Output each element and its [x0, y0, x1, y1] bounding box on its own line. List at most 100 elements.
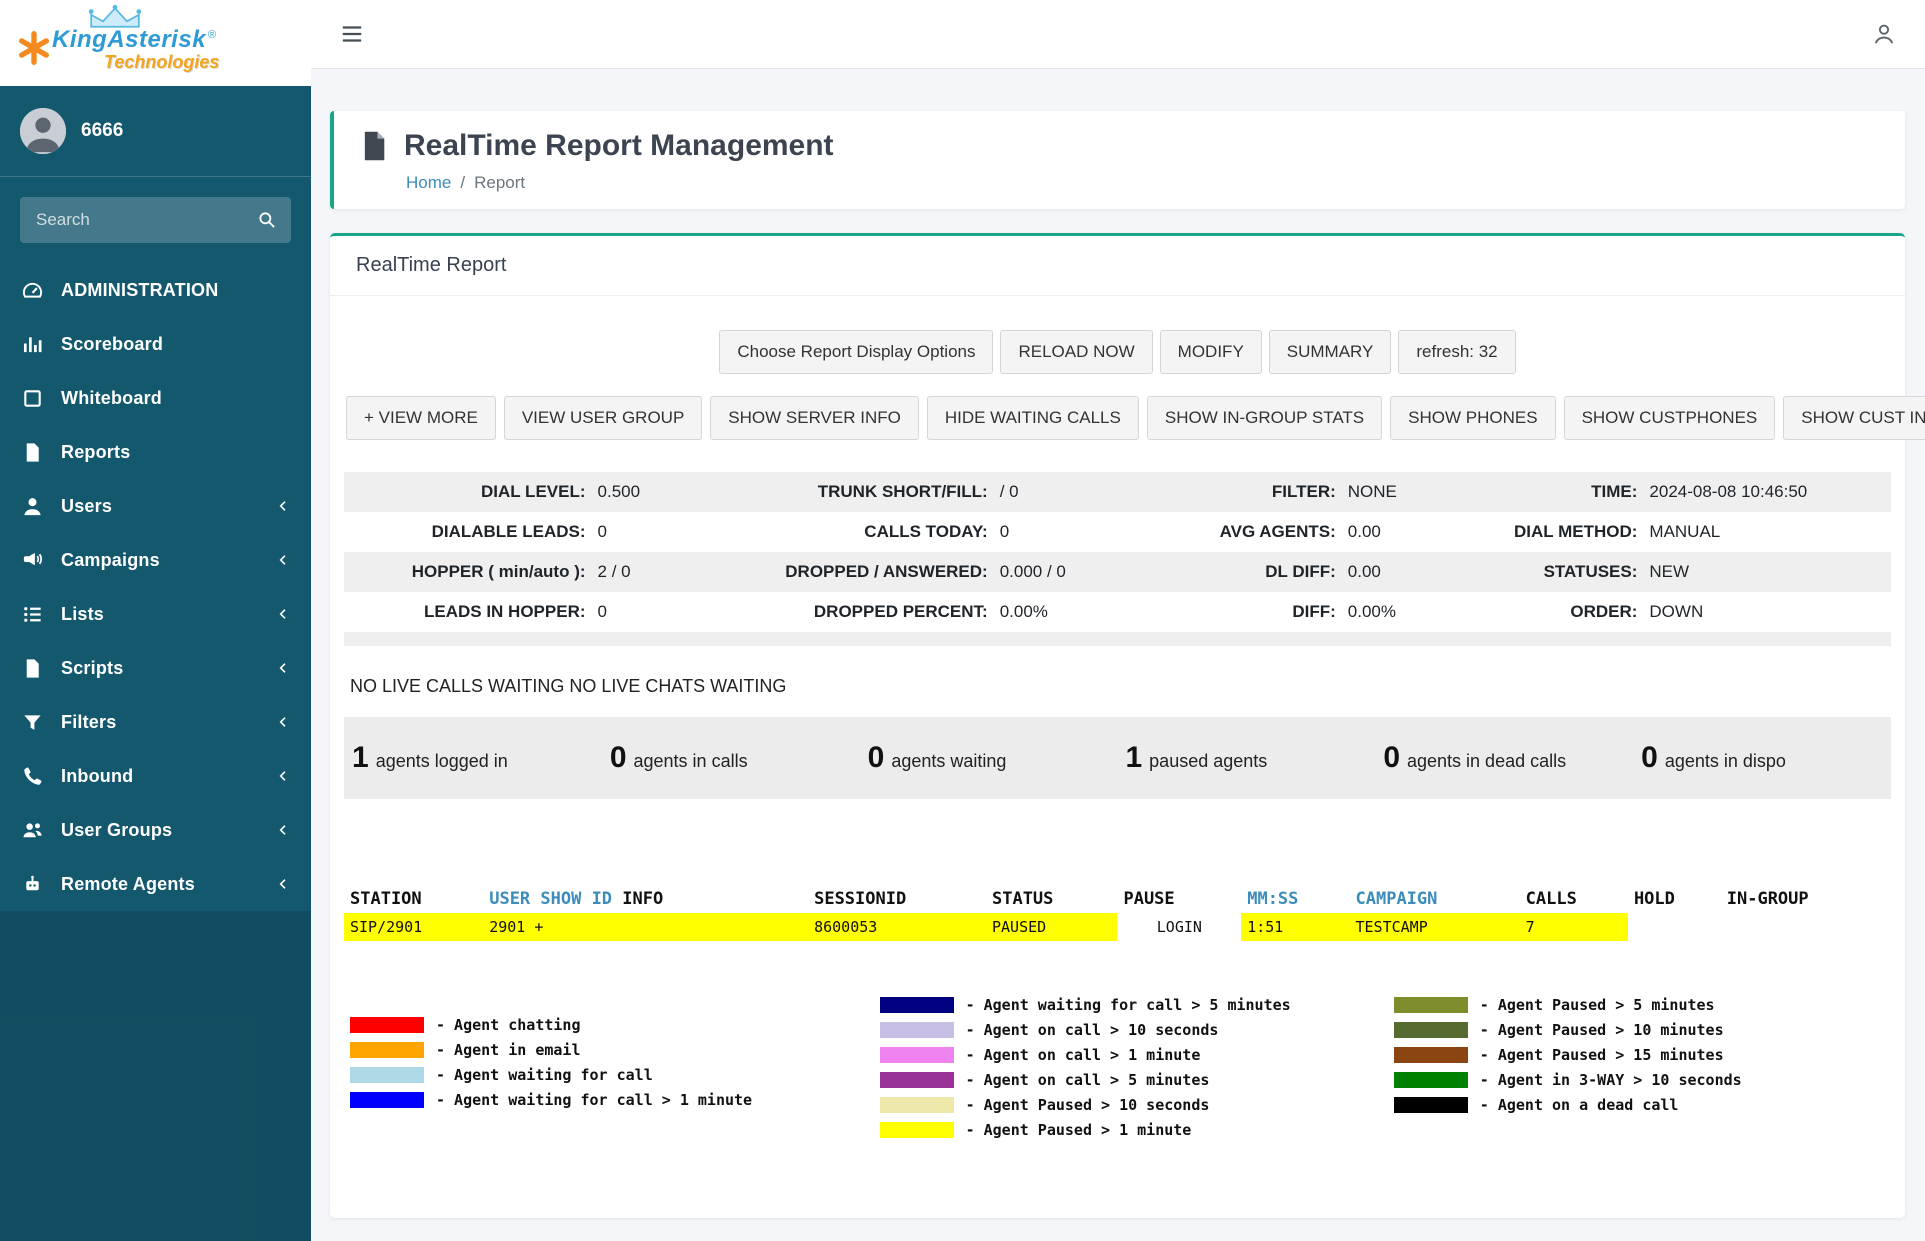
brand-registered-mark: ® — [208, 29, 217, 41]
sidebar-item-campaigns[interactable]: Campaigns — [0, 533, 311, 587]
report-actions: Choose Report Display Options RELOAD NOW… — [344, 330, 1891, 374]
summary-agents-in-dead-calls: 0 agents in dead calls — [1383, 741, 1567, 774]
mmss-sort-link[interactable]: MM:SS — [1247, 889, 1299, 909]
person-icon — [1874, 24, 1894, 44]
modify-button[interactable]: MODIFY — [1159, 330, 1262, 374]
summary-paused-agents: 1 paused agents — [1125, 741, 1268, 774]
search-input[interactable] — [20, 197, 291, 243]
table-row: LEADS IN HOPPER: 0 DROPPED PERCENT: 0.00% … — [423, 602, 1704, 621]
view-user-group-button[interactable]: VIEW USER GROUP — [503, 396, 703, 440]
campaign-sort-link[interactable]: CAMPAIGN — [1355, 889, 1438, 909]
breadcrumb-home-link[interactable]: Home — [406, 173, 452, 192]
hide-waiting-calls-button[interactable]: HIDE WAITING CALLS — [926, 396, 1139, 440]
report-card: RealTime Report Choose Report Display Op… — [330, 233, 1925, 1218]
col-sessionid: SESSIONID — [814, 889, 907, 909]
sidebar-item-remote-agents[interactable]: Remote Agents — [0, 857, 311, 911]
color-swatch — [1393, 1097, 1468, 1113]
chevron-left-icon — [275, 714, 291, 730]
sidebar-item-whiteboard[interactable]: Whiteboard — [0, 371, 311, 425]
sidebar-item-administration[interactable]: ADMINISTRATION — [0, 263, 311, 317]
agent-pause: LOGIN — [1156, 918, 1202, 936]
table-row: DIALABLE LEADS: 0 CALLS TODAY: 0 AVG AGENT… — [431, 522, 1721, 541]
color-swatch — [350, 1092, 424, 1108]
tachometer-icon — [20, 279, 44, 302]
col-status: STATUS — [991, 889, 1054, 909]
user-icon — [20, 495, 44, 518]
summary-agents-waiting: 0 agents waiting — [867, 741, 1007, 774]
breadcrumb-current: Report — [474, 173, 526, 192]
show-custphones-button[interactable]: SHOW CUSTPHONES — [1563, 396, 1776, 440]
chevron-left-icon — [275, 876, 291, 892]
summary-button[interactable]: SUMMARY — [1268, 330, 1392, 374]
show-server-info-button[interactable]: SHOW SERVER INFO — [710, 396, 919, 440]
col-calls: CALLS — [1525, 889, 1577, 909]
sidebar-item-inbound[interactable]: Inbound — [0, 749, 311, 803]
filter-icon — [20, 711, 44, 734]
users-icon — [20, 819, 44, 842]
color-swatch — [1393, 1072, 1468, 1088]
sidebar-item-users[interactable]: Users — [0, 479, 311, 533]
breadcrumb-separator: / — [460, 173, 466, 192]
sidebar-item-reports[interactable]: Reports — [0, 425, 311, 479]
legend-item: - Agent waiting for call > 5 minutes — [879, 995, 1394, 1015]
col-ingroup: IN-GROUP — [1726, 889, 1809, 909]
show-cust-info-button[interactable]: SHOW CUST INFO — [1783, 396, 1925, 440]
table-row: HOPPER ( min/auto ): 2 / 0 DROPPED / ANSW… — [344, 552, 1891, 592]
color-swatch — [350, 1067, 424, 1083]
color-swatch — [879, 1047, 954, 1063]
no-live-calls-text: NO LIVE CALLS WAITING NO LIVE CHATS WAIT… — [350, 676, 787, 696]
avatar — [20, 108, 66, 154]
user-id: 6666 — [81, 120, 124, 141]
color-swatch — [1393, 997, 1468, 1013]
user-show-id-link[interactable]: USER SHOW ID — [489, 889, 613, 909]
document-icon — [364, 131, 385, 161]
summary-agents-in-calls: 0 agents in calls — [609, 741, 748, 774]
agent-status: PAUSED — [985, 913, 1118, 941]
search-button[interactable] — [243, 197, 291, 243]
sidebar-item-user-groups[interactable]: User Groups — [0, 803, 311, 857]
file-icon — [20, 441, 44, 464]
legend-item: - Agent on a dead call — [1393, 1095, 1885, 1115]
chevron-left-icon — [275, 552, 291, 568]
color-swatch — [879, 997, 954, 1013]
agent-hold — [1628, 913, 1721, 941]
sidebar-item-filters[interactable]: Filters — [0, 695, 311, 749]
account-button[interactable] — [1871, 21, 1897, 47]
crown-icon — [88, 4, 142, 28]
legend-item: - Agent in 3-WAY > 10 seconds — [1393, 1070, 1885, 1090]
chevron-left-icon — [275, 498, 291, 514]
col-info: INFO — [622, 889, 664, 909]
reload-now-button[interactable]: RELOAD NOW — [1000, 330, 1153, 374]
color-swatch — [350, 1017, 424, 1033]
legend-item: - Agent waiting for call > 1 minute — [350, 1090, 880, 1110]
user-panel: 6666 — [0, 86, 311, 177]
legend-item: - Agent Paused > 5 minutes — [1393, 995, 1885, 1015]
view-more-button[interactable]: + VIEW MORE — [346, 396, 496, 440]
sidebar-item-scoreboard[interactable]: Scoreboard — [0, 317, 311, 371]
table-row — [344, 632, 1891, 646]
sidebar: KingAsterisk ® Technologies 6666 — [0, 0, 311, 1241]
refresh-button[interactable]: refresh: 32 — [1398, 330, 1516, 374]
search-icon — [259, 212, 275, 228]
sidebar-item-lists[interactable]: Lists — [0, 587, 311, 641]
sidebar-toggle-button[interactable] — [339, 21, 365, 47]
breadcrumb: Home / Report — [406, 173, 1879, 193]
legend-item: - Agent Paused > 10 seconds — [879, 1095, 1394, 1115]
color-swatch — [1393, 1047, 1468, 1063]
chevron-left-icon — [275, 768, 291, 784]
phone-icon — [20, 765, 44, 788]
col-mmss: MM:SS — [1241, 885, 1349, 913]
brand-subtitle: Technologies — [104, 52, 220, 72]
color-swatch — [879, 1122, 954, 1138]
main-content: RealTime Report Management Home / Report… — [311, 69, 1925, 1218]
show-in-group-stats-button[interactable]: SHOW IN-GROUP STATS — [1146, 396, 1383, 440]
sidebar-item-scripts[interactable]: Scripts — [0, 641, 311, 695]
choose-display-options-button[interactable]: Choose Report Display Options — [719, 330, 994, 374]
legend-item: - Agent on call > 5 minutes — [879, 1070, 1394, 1090]
color-swatch — [1393, 1022, 1468, 1038]
chevron-left-icon — [275, 822, 291, 838]
campaign-stats-table: DIAL LEVEL: 0.500 TRUNK SHORT/FILL:/ 0 FI… — [344, 472, 1891, 646]
topbar — [311, 0, 1925, 69]
show-phones-button[interactable]: SHOW PHONES — [1390, 396, 1556, 440]
